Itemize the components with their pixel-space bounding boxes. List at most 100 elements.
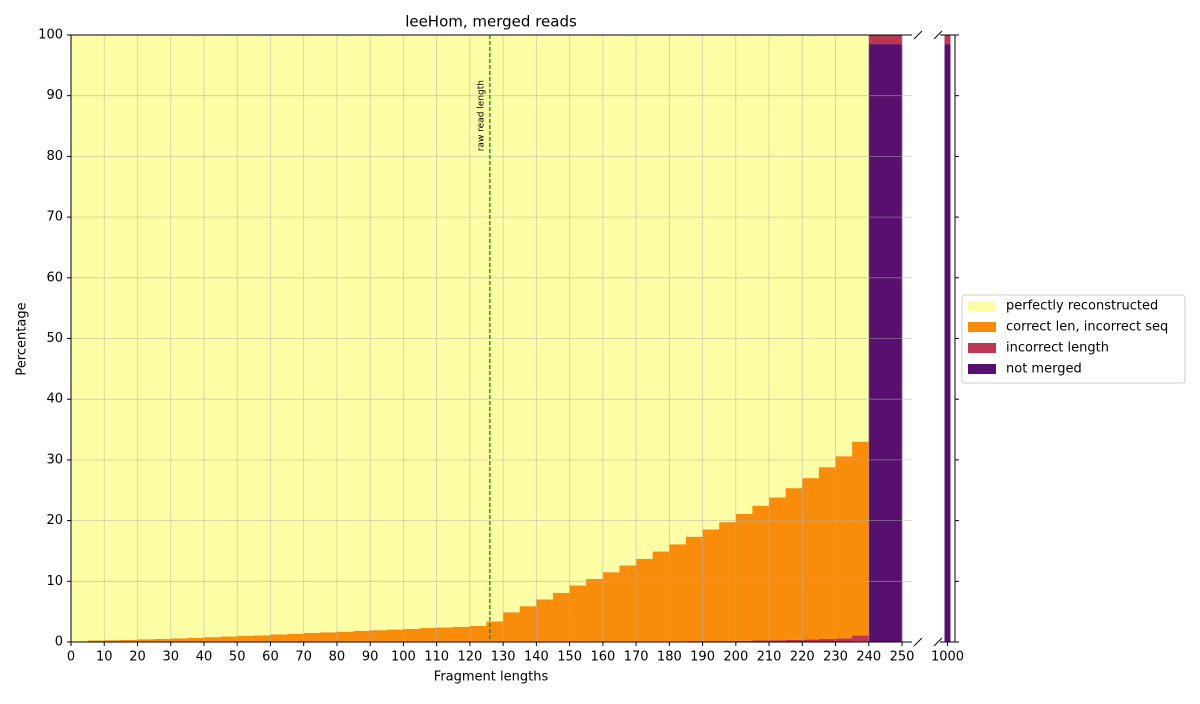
y-tick-label: 50: [46, 331, 63, 346]
bar-segment: [253, 635, 271, 642]
x-tick-label: 1000: [931, 650, 964, 665]
bar-segment: [420, 35, 437, 629]
bar-segment: [785, 35, 803, 489]
bar-segment: [702, 529, 720, 642]
x-tick-label: 240: [856, 650, 881, 665]
bar-segment: [203, 35, 221, 638]
bar-segment: [287, 35, 304, 634]
bar-segment: [386, 35, 404, 630]
bar-segment: [835, 638, 853, 642]
bar-segment: [752, 640, 770, 642]
y-tick-label: 70: [46, 210, 63, 225]
bar-segment: [735, 640, 753, 642]
y-axis-label: Percentage: [15, 302, 30, 375]
bar-segment: [104, 640, 122, 642]
bar-segment: [669, 35, 687, 545]
x-tick-label: 170: [624, 650, 649, 665]
bar-segment: [403, 35, 421, 629]
bar-segment: [669, 544, 687, 642]
bar-segment: [885, 35, 903, 45]
x-tick-label: 60: [262, 650, 279, 665]
bar-segment: [735, 35, 753, 514]
y-tick-label: 100: [38, 28, 63, 43]
bar-segment: [769, 497, 786, 641]
bar-segment: [320, 632, 338, 642]
bar-segment: [120, 639, 138, 642]
bar-segment: [486, 621, 504, 642]
bar-segment: [270, 634, 288, 642]
bar-segment: [818, 467, 836, 639]
x-tick-label: 120: [457, 650, 482, 665]
bar-segment: [785, 488, 803, 640]
x-tick-label: 20: [129, 650, 146, 665]
bar-segment: [170, 638, 188, 642]
x-tick-label: 80: [329, 650, 346, 665]
bar-segment: [469, 625, 487, 642]
bar-segment: [453, 35, 471, 627]
bar-segment: [519, 606, 537, 642]
axis-break: [933, 637, 943, 647]
bar-segment: [270, 35, 288, 635]
reference-label: raw read length: [476, 80, 486, 151]
x-tick-label: 50: [229, 650, 246, 665]
legend-box: [961, 294, 1186, 384]
y-tick-label: 90: [46, 88, 63, 103]
x-tick-label: 230: [823, 650, 848, 665]
bar-segment: [685, 536, 703, 642]
legend-swatch: [968, 343, 996, 353]
x-tick-label: 40: [196, 650, 213, 665]
bar-segment: [818, 35, 836, 468]
x-tick-label: 0: [67, 650, 75, 665]
y-tick-label: 80: [46, 149, 63, 164]
legend-swatch: [968, 322, 996, 332]
bar-segment: [852, 635, 870, 642]
x-axis-label: Fragment lengths: [434, 670, 549, 685]
legend: perfectly reconstructed correct len, inco…: [961, 294, 1186, 384]
bar-segment: [87, 35, 105, 641]
x-tick-label: 200: [723, 650, 748, 665]
x-tick-label: 160: [590, 650, 615, 665]
bar-segment: [137, 639, 155, 642]
bar-segment: [719, 35, 737, 523]
bar-segment: [287, 633, 304, 642]
bar-segment: [104, 35, 122, 641]
x-tick-label: 90: [362, 650, 379, 665]
bar-segment: [835, 456, 853, 639]
bar-segment: [253, 35, 271, 636]
bar-segment: [220, 636, 238, 642]
bar-segment: [586, 578, 604, 642]
bar-segment: [685, 35, 703, 537]
legend-label: not merged: [1006, 362, 1082, 377]
bar-segment: [852, 441, 870, 636]
bar-segment: [436, 35, 454, 628]
bar-segment: [885, 44, 903, 643]
bar-segment: [420, 628, 437, 642]
bar-segment: [785, 639, 803, 642]
bar-segment: [552, 592, 570, 642]
x-tick-label: 70: [295, 650, 312, 665]
bar-segment: [370, 35, 388, 631]
bar-segment: [187, 637, 205, 642]
x-tick-label: 140: [524, 650, 549, 665]
bar-segment: [802, 35, 820, 479]
bar-segment: [569, 35, 587, 586]
bar-segment: [769, 640, 786, 642]
bar-segment: [237, 635, 255, 642]
bar-segment: [120, 35, 138, 640]
bar-segment: [336, 35, 354, 632]
bar-segment: [303, 35, 321, 633]
x-tick-label: 130: [491, 650, 516, 665]
bar-segment: [503, 612, 521, 642]
legend-label: correct len, incorrect seq: [1006, 320, 1168, 335]
legend-label: perfectly reconstructed: [1006, 299, 1158, 314]
legend-label: incorrect length: [1006, 341, 1109, 356]
axis-break: [913, 30, 923, 40]
bar-segment: [619, 565, 637, 642]
bar-segment: [187, 35, 205, 638]
bar-segment: [802, 639, 820, 642]
bar-segment: [220, 35, 238, 637]
y-tick-label: 10: [46, 574, 63, 589]
bar-segment: [735, 513, 753, 641]
bar-segment: [944, 44, 951, 643]
